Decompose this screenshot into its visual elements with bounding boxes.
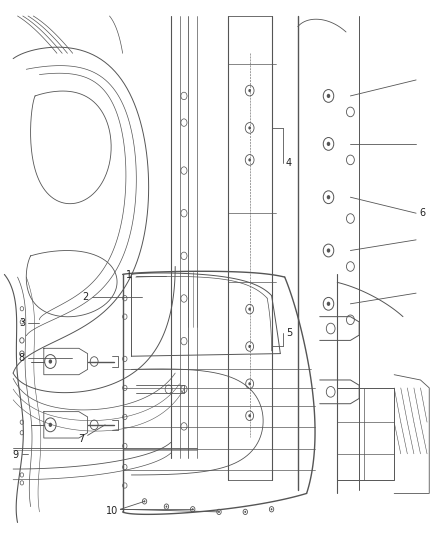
Circle shape [248, 308, 251, 311]
Circle shape [248, 382, 251, 385]
Circle shape [327, 302, 330, 306]
Circle shape [166, 505, 167, 507]
Text: 1: 1 [126, 270, 132, 280]
Circle shape [327, 94, 330, 98]
Circle shape [218, 511, 220, 513]
Circle shape [144, 500, 145, 503]
Circle shape [327, 142, 330, 146]
Text: 5: 5 [286, 328, 292, 338]
Circle shape [248, 89, 251, 92]
Text: 10: 10 [106, 506, 119, 515]
Circle shape [271, 508, 272, 510]
Circle shape [192, 508, 194, 510]
Text: 7: 7 [78, 434, 84, 445]
Circle shape [248, 126, 251, 130]
Circle shape [49, 359, 52, 364]
Circle shape [248, 414, 251, 417]
Circle shape [49, 423, 52, 427]
Circle shape [248, 158, 251, 161]
Text: 2: 2 [82, 292, 88, 302]
Text: 8: 8 [19, 352, 25, 362]
Text: 6: 6 [420, 208, 426, 218]
Text: 9: 9 [12, 450, 18, 460]
Circle shape [327, 248, 330, 253]
Circle shape [248, 345, 251, 348]
Text: 4: 4 [286, 158, 292, 167]
Text: 3: 3 [19, 318, 25, 328]
Circle shape [327, 195, 330, 199]
Circle shape [244, 511, 246, 513]
